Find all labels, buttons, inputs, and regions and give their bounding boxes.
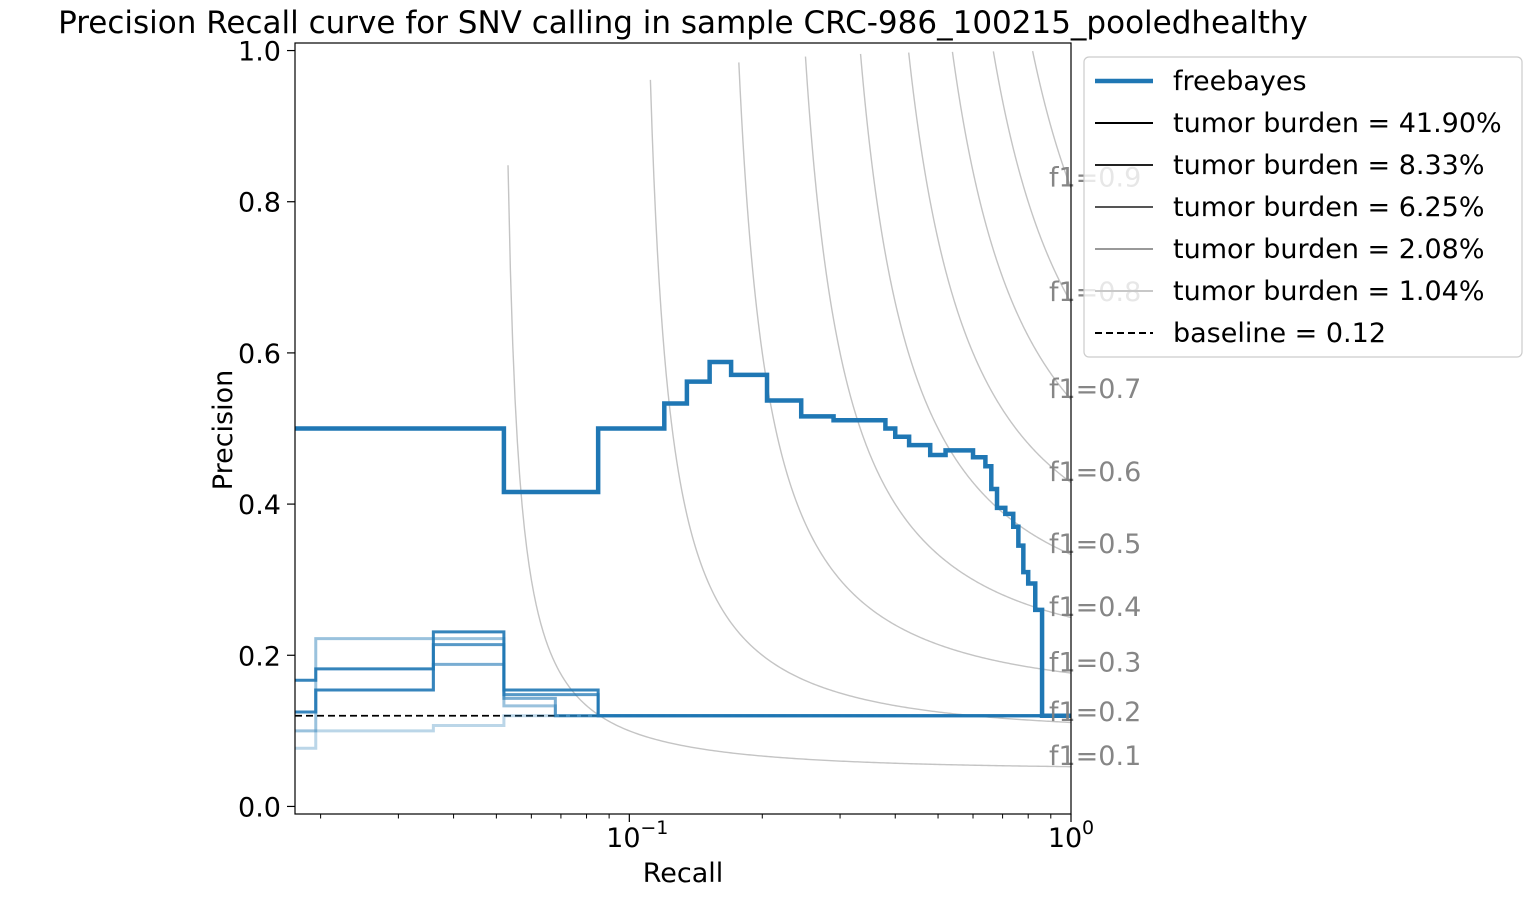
y-tick-label: 1.0 [238, 37, 281, 68]
y-axis-label: Precision [208, 370, 239, 490]
series-freebayes [295, 359, 1071, 718]
legend-label: tumor burden = 8.33% [1173, 150, 1485, 181]
legend-label: tumor burden = 2.08% [1173, 234, 1485, 265]
f1-isoline [908, 52, 1071, 484]
legend-frame [1083, 56, 1523, 358]
legend: freebayes tumor burden = 41.90% tumor burd… [1083, 56, 1523, 358]
f1-isoline [992, 51, 1071, 303]
f1-label: f1=0.2 [1049, 697, 1141, 728]
series-tumor-burden [295, 643, 1071, 718]
x-tick-label: 10 [1048, 823, 1082, 854]
legend-label: baseline = 0.12 [1173, 318, 1386, 349]
f1-isoline [951, 51, 1071, 400]
y-tick-label: 0.2 [238, 641, 281, 672]
f1-label: f1=0.1 [1049, 741, 1141, 772]
legend-label: tumor burden = 6.25% [1173, 192, 1485, 223]
series-tumor-burden [295, 630, 1071, 718]
legend-label: freebayes [1173, 66, 1307, 97]
series-tumor-burden [295, 662, 1071, 718]
plot-frame [294, 42, 1072, 815]
x-tick-exponent: 0 [1082, 817, 1094, 839]
legend-label: tumor burden = 41.90% [1173, 108, 1502, 139]
x-tick-label: 10 [606, 823, 640, 854]
chart-title: Precision Recall curve for SNV calling i… [58, 5, 1308, 41]
f1-isoline [804, 56, 1071, 619]
f1-label: f1=0.5 [1049, 529, 1141, 560]
f1-isoline [738, 62, 1071, 674]
y-tick-label: 0.0 [238, 792, 281, 823]
series-tumor-burden [295, 637, 1071, 733]
legend-label: tumor burden = 1.04% [1173, 276, 1485, 307]
f1-isoline [649, 79, 1071, 724]
series-tumor-burden [295, 714, 1071, 750]
y-tick-label: 0.4 [238, 490, 281, 521]
f1-label: f1=0.6 [1049, 457, 1141, 488]
f1-label: f1=0.4 [1049, 592, 1141, 623]
f1-label: f1=0.7 [1049, 374, 1141, 405]
y-tick-label: 0.8 [238, 188, 281, 219]
f1-isoline [859, 53, 1071, 556]
x-tick-exponent: −1 [640, 817, 668, 839]
x-axis-label: Recall [643, 858, 724, 889]
f1-label: f1=0.3 [1049, 647, 1141, 678]
y-tick-label: 0.6 [238, 339, 281, 370]
f1-isoline [1031, 50, 1071, 189]
